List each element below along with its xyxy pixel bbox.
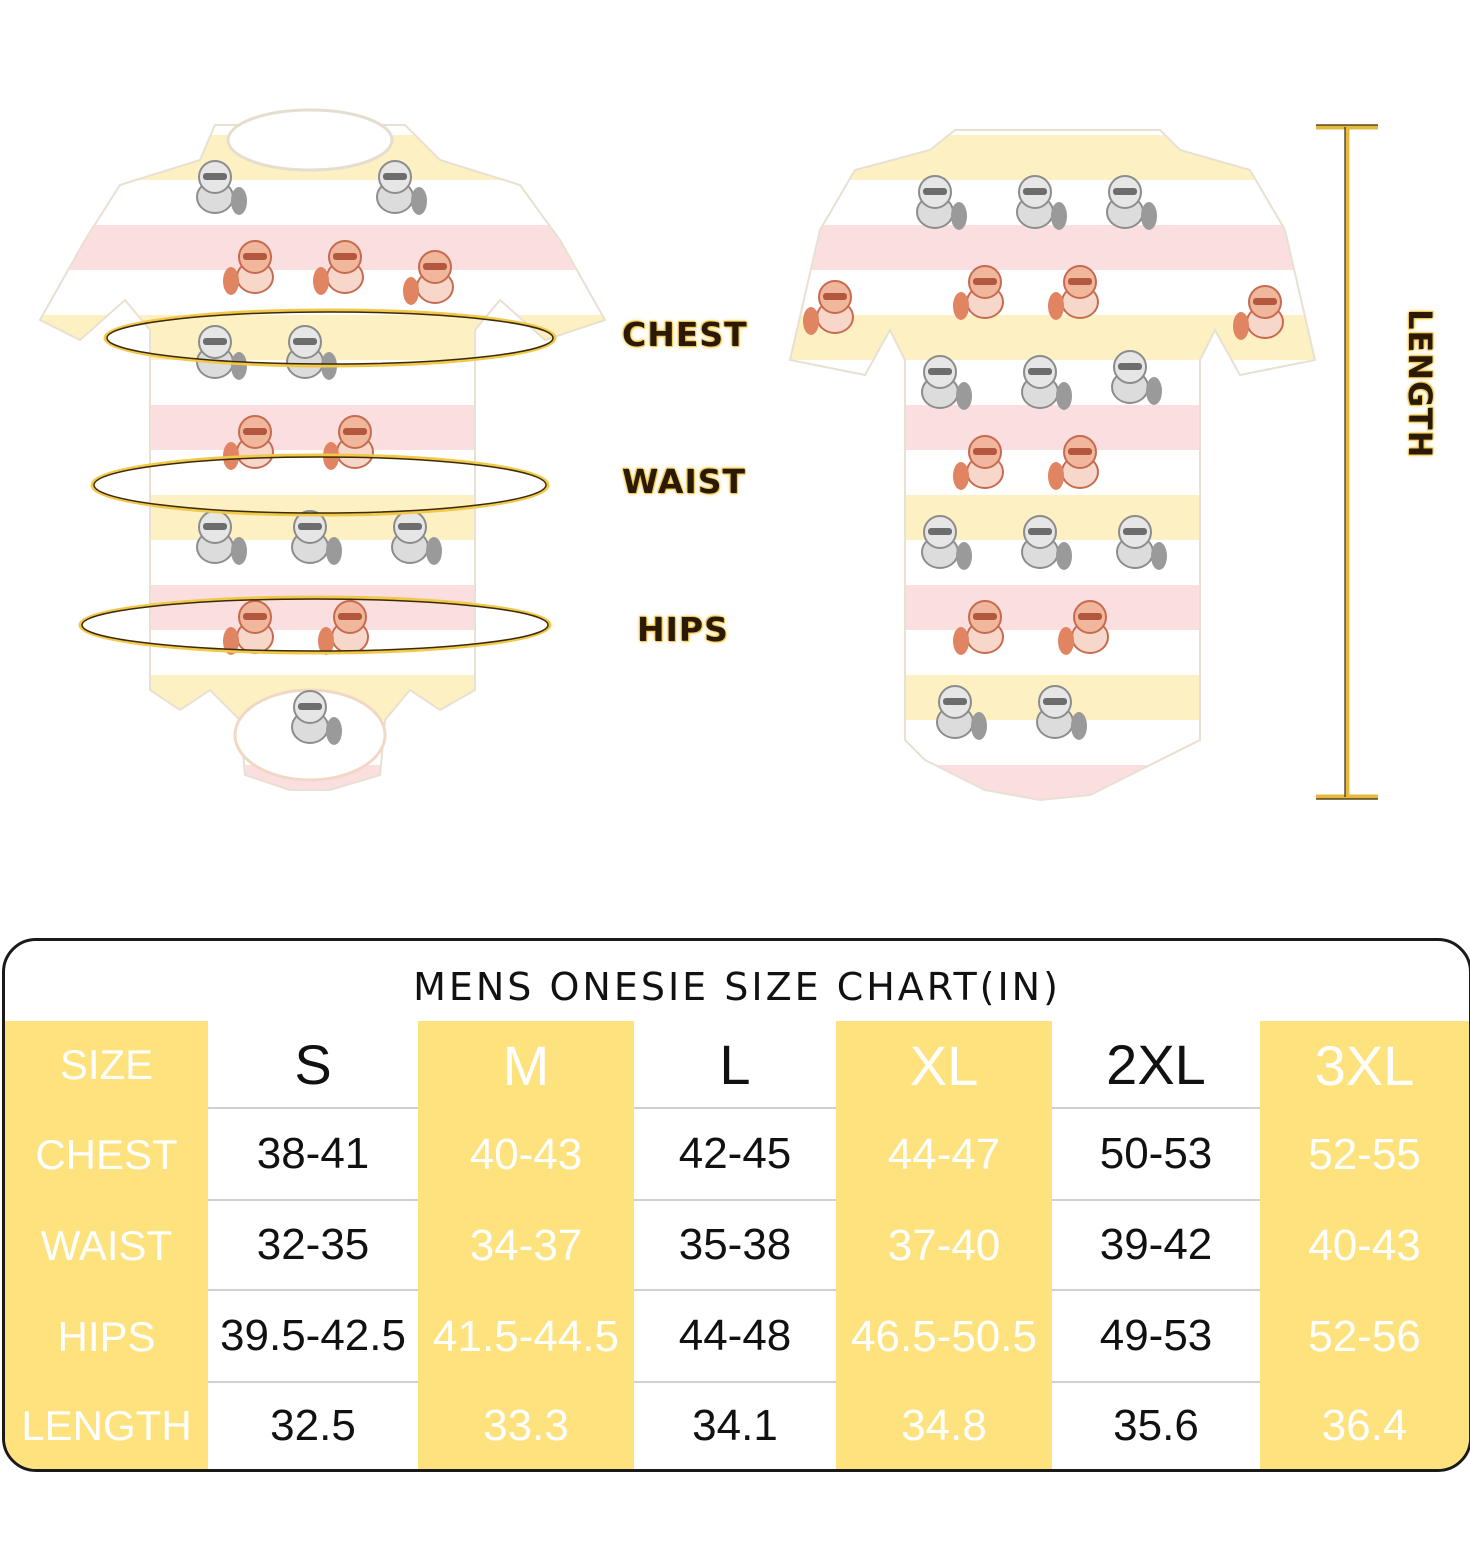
size-chart-title: MENS ONESIE SIZE CHART(IN) [413, 965, 1061, 1009]
length-value: 34.1 [692, 1401, 778, 1450]
chest-value: 38-41 [208, 1109, 418, 1201]
chest-value: 52-55 [1308, 1130, 1421, 1179]
size-chart-grid: SIZE CHEST WAIST HIPS LENGTH S 38-41 32-… [5, 1021, 1469, 1469]
length-value: 34.8 [901, 1401, 987, 1450]
waist-value: 32-35 [208, 1201, 418, 1291]
chest-value: 44-47 [887, 1130, 1001, 1179]
row-label-size: SIZE [59, 1041, 154, 1088]
hips-ring [78, 595, 552, 655]
size-header: M [502, 1033, 550, 1097]
waist-ring [90, 453, 550, 517]
hips-value: 44-48 [634, 1291, 836, 1383]
length-value: 33.3 [483, 1401, 569, 1450]
front-onesie [38, 108, 607, 791]
row-label-hips: HIPS [57, 1313, 156, 1360]
measurement-rings [78, 308, 557, 655]
row-label-chest: CHEST [35, 1131, 178, 1178]
size-chart-table: MENS ONESIE SIZE CHART(IN) SIZE CHEST WA… [2, 938, 1470, 1472]
hips-value: 39.5-42.5 [208, 1291, 418, 1383]
hips-value: 52-56 [1308, 1312, 1421, 1361]
hips-value: 41.5-44.5 [433, 1312, 619, 1361]
hips-value: 49-53 [1052, 1291, 1260, 1383]
row-label-waist: WAIST [40, 1222, 173, 1269]
chest-value: 50-53 [1052, 1109, 1260, 1201]
size-header: XL [909, 1033, 979, 1097]
size-header: 3XL [1314, 1033, 1415, 1097]
size-header: S [208, 1021, 418, 1109]
waist-label: WAIST [622, 462, 747, 501]
waist-value: 39-42 [1052, 1201, 1260, 1291]
back-onesie [788, 129, 1317, 802]
size-column-m: M 40-43 34-37 41.5-44.5 33.3 [418, 1021, 634, 1469]
waist-value: 40-43 [1308, 1221, 1421, 1270]
row-labels-column: SIZE CHEST WAIST HIPS LENGTH [5, 1021, 208, 1469]
length-bar [1316, 124, 1378, 800]
hips-value: 46.5-50.5 [851, 1312, 1037, 1361]
chest-value: 40-43 [469, 1130, 583, 1179]
chest-label: CHEST [622, 315, 748, 354]
size-column-3xl: 3XL 52-55 40-43 52-56 36.4 [1260, 1021, 1469, 1469]
size-column-xl: XL 44-47 37-40 46.5-50.5 34.8 [836, 1021, 1052, 1469]
row-label-length: LENGTH [21, 1402, 192, 1449]
waist-value: 35-38 [634, 1201, 836, 1291]
waist-value: 37-40 [887, 1221, 1001, 1270]
onesie-illustration [38, 108, 1378, 802]
waist-value: 34-37 [469, 1221, 583, 1270]
length-value: 32.5 [270, 1401, 356, 1450]
size-column-l: L 42-45 35-38 44-48 34.1 [634, 1021, 836, 1469]
size-header: 2XL [1052, 1021, 1260, 1109]
size-column-2xl: 2XL 50-53 39-42 49-53 35.6 [1052, 1021, 1260, 1469]
length-value: 35.6 [1113, 1401, 1199, 1450]
chest-value: 42-45 [634, 1109, 836, 1201]
chest-ring [103, 308, 557, 368]
length-value: 36.4 [1321, 1401, 1408, 1450]
length-label: LENGTH [1401, 309, 1439, 459]
hips-label: HIPS [637, 610, 729, 649]
size-header: L [634, 1021, 836, 1109]
size-column-s: S 38-41 32-35 39.5-42.5 32.5 [208, 1021, 418, 1469]
